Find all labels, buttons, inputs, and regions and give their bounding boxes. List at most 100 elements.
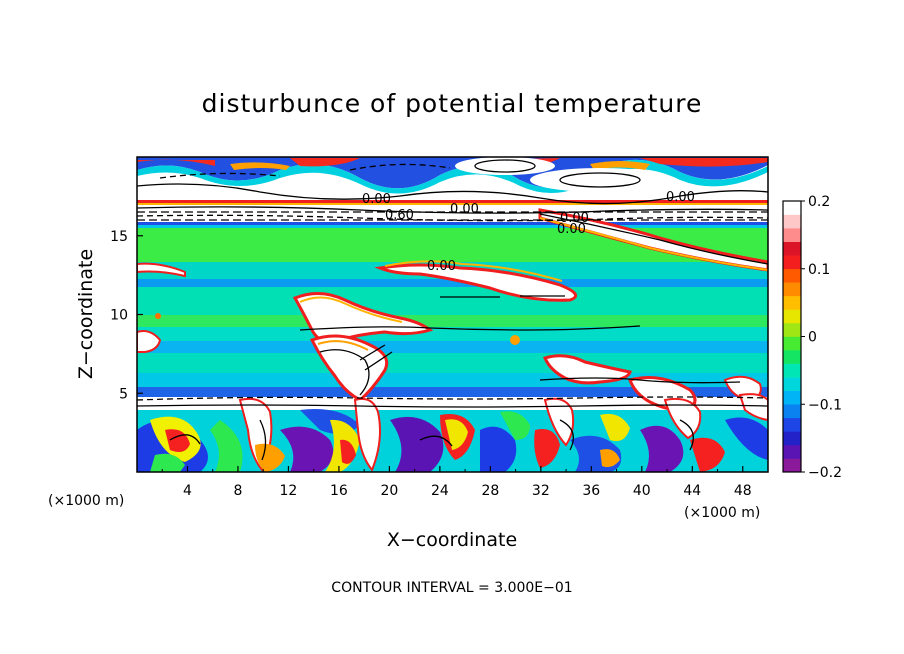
plume-left-orange (299, 296, 403, 323)
x-unit-right: (×1000 m) (684, 505, 760, 521)
colorbar-swatch (783, 431, 801, 446)
colorbar-swatch (783, 322, 801, 337)
colorbar-swatch (783, 268, 801, 283)
potential-temperature-field: 0.00 0.00 0.60 0.00 0.00 0.00 0.00 (137, 157, 768, 472)
y-tick-label: 15 (110, 229, 128, 245)
colorbar-swatch (783, 377, 801, 391)
y-tick-label: 5 (119, 386, 128, 402)
band-green-mid (137, 315, 768, 327)
x-tick-label: 16 (330, 483, 348, 499)
tropopause-stripe-1 (137, 200, 768, 203)
colorbar-swatch (783, 350, 801, 364)
x-axis-label: X−coordinate (387, 529, 517, 551)
contour-label: 0.00 (450, 202, 479, 217)
contour-label: 0.00 (666, 190, 695, 205)
contour-interval-note: CONTOUR INTERVAL = 3.000E−01 (331, 580, 572, 596)
bl-red-2 (340, 439, 356, 464)
band-cyan-2 (137, 287, 768, 315)
upper-white-cell-2 (530, 168, 670, 192)
chart-title: disturbunce of potential temperature (202, 89, 703, 118)
upper-white-cell (455, 157, 555, 175)
bl-purple-1 (280, 426, 334, 472)
bl-blue-5 (725, 417, 768, 460)
contour-label: 0.00 (427, 259, 456, 274)
colorbar-tick-label: 0.1 (808, 262, 830, 278)
colorbar-swatch (783, 295, 801, 310)
upper-blue-wave (137, 157, 768, 189)
band-cyan-3 (137, 327, 768, 341)
bl-white-thermal-2 (353, 397, 381, 472)
colorbar-swatch (783, 417, 801, 432)
band-blue-2 (137, 341, 768, 353)
bl-green-3 (150, 453, 185, 472)
colorbar-swatch (783, 444, 801, 459)
x-tick-label: 40 (633, 483, 651, 499)
x-tick-label: 20 (380, 483, 398, 499)
y-axis-label: Z−coordinate (75, 249, 97, 379)
anvil-center-orange (384, 260, 563, 282)
band-blue-1 (137, 279, 768, 287)
colorbar-swatch (783, 458, 801, 473)
bl-blue-3 (480, 426, 517, 472)
colorbar-swatch (783, 214, 801, 229)
colorbar-swatch (783, 201, 801, 215)
colorbar-swatch (783, 309, 801, 324)
colorbar-swatch (783, 390, 801, 405)
bl-red-5 (690, 437, 725, 472)
colorbar-swatch (783, 228, 801, 242)
colorbar-swatch (783, 404, 801, 419)
sloping-front-edge (539, 217, 768, 271)
bl-green-2 (500, 411, 530, 440)
x-tick-label: 48 (734, 483, 752, 499)
x-unit-left: (×1000 m) (48, 493, 124, 509)
colorbar-swatch (783, 255, 801, 270)
x-tick-label: 24 (431, 483, 449, 499)
bl-yellow-3 (445, 419, 468, 450)
x-tick-label: 36 (582, 483, 600, 499)
bl-purple-3 (640, 425, 684, 472)
x-tick-label: 32 (532, 483, 550, 499)
bl-white-thermal-5 (738, 393, 768, 422)
bl-purple-2 (390, 416, 444, 472)
band-blue-3 (137, 387, 768, 397)
colorbar-tick-label: −0.1 (808, 397, 842, 413)
bl-white-thermal-3 (543, 397, 575, 447)
contour-label: 0.00 (362, 192, 391, 207)
tropopause-stripe-4 (137, 225, 768, 228)
contour-label: 0.60 (385, 208, 414, 223)
bl-white-thermal-4 (663, 397, 702, 440)
bl-yellow-4 (600, 413, 630, 442)
colorbar-swatch (783, 282, 801, 297)
y-axis: 5 10 15 (110, 229, 143, 402)
bl-orange-1 (255, 443, 285, 472)
band-white-low (137, 397, 768, 411)
colorbar-tick-label: −0.2 (808, 465, 842, 481)
band-cyan-4 (137, 353, 768, 373)
contour-lines (137, 159, 768, 461)
colorbar-swatch (783, 241, 801, 256)
bl-green-1 (210, 420, 243, 472)
left-front (137, 262, 186, 278)
colorbar: 0.2 0.1 0 −0.1 −0.2 (782, 194, 842, 481)
bl-orange-2 (600, 449, 620, 468)
tropopause-stripe-2 (137, 203, 768, 205)
x-tick-label: 8 (233, 483, 242, 499)
contour-label: 0.00 (557, 222, 586, 237)
y-tick-label: 10 (110, 308, 128, 324)
x-tick-label: 12 (280, 483, 298, 499)
contour-label: 0.00 (560, 211, 589, 226)
colorbar-tick-label: 0.2 (808, 194, 830, 210)
upper-red-band (137, 158, 768, 169)
x-tick-label: 4 (183, 483, 192, 499)
colorbar-swatch (783, 336, 801, 351)
colorbar-swatch (783, 363, 801, 378)
tropopause-stripe-3 (137, 222, 768, 225)
x-axis: 4 8 12 16 20 24 28 32 36 40 44 48 (161, 466, 769, 499)
orange-dot-2 (155, 313, 161, 319)
x-tick-label: 44 (683, 483, 701, 499)
plume-left-edge (137, 330, 162, 353)
plume-left (292, 292, 434, 344)
plume-core (309, 334, 389, 402)
plume-core-orange (317, 340, 369, 351)
